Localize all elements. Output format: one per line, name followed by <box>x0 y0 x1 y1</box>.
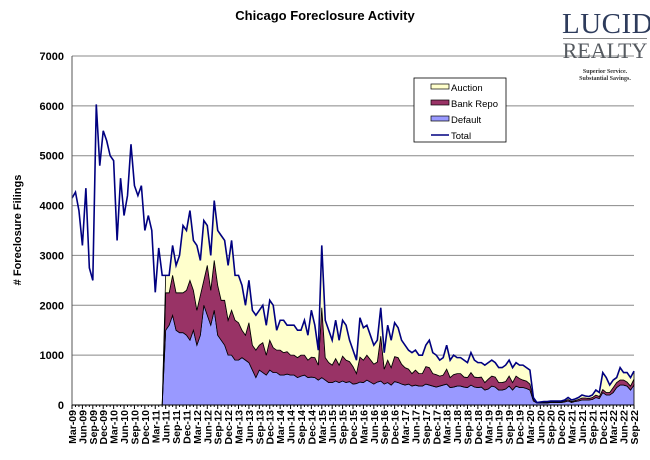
x-tick-label: Mar-17 <box>400 410 412 444</box>
stacked-areas <box>72 200 635 406</box>
logo-line2: REALTY <box>562 38 648 63</box>
x-tick-label: Jun-22 <box>619 410 631 444</box>
x-tick-label: Sep-16 <box>379 410 391 445</box>
y-tick-label: 4000 <box>40 201 64 213</box>
x-tick-label: Dec-13 <box>265 410 277 445</box>
x-tick-label: Sep-21 <box>587 410 599 445</box>
x-tick-label: Mar-11 <box>150 410 162 443</box>
y-axis-label: # Foreclosure Filings <box>12 175 24 286</box>
x-tick-label: Dec-17 <box>431 410 443 445</box>
x-tick-label: Sep-18 <box>462 410 474 445</box>
x-tick-label: Mar-14 <box>275 410 287 444</box>
x-tick-label: Jun-15 <box>327 410 339 444</box>
y-tick-label: 7000 <box>40 51 64 63</box>
legend-swatch-bank-repo <box>430 99 450 106</box>
x-tick-label: Jun-11 <box>161 410 173 443</box>
x-tick-label: Jun-21 <box>577 410 589 444</box>
x-tick-label: Dec-10 <box>140 410 152 445</box>
x-tick-label: Jun-10 <box>119 410 131 444</box>
x-tick-label: Sep-14 <box>296 410 308 445</box>
x-tick-label: Dec-20 <box>556 410 568 445</box>
x-tick-label: Mar-18 <box>442 410 454 444</box>
x-tick-label: Dec-19 <box>515 410 527 445</box>
x-tick-label: Dec-12 <box>223 410 235 445</box>
x-tick-label: Jun-16 <box>369 410 381 444</box>
y-tick-label: 3000 <box>40 250 64 262</box>
total-line <box>71 104 635 404</box>
y-tick-label: 1000 <box>40 350 64 362</box>
x-tick-label: Jun-12 <box>202 410 214 444</box>
chart-title: Chicago Foreclosure Activity <box>235 8 415 23</box>
legend-label: Auction <box>451 83 483 94</box>
legend-label: Bank Repo <box>451 99 498 110</box>
axes: 0 1000 2000 3000 4000 5000 6000 7000 Mar-09Jun-0… <box>40 51 641 444</box>
x-tick-label: Mar-16 <box>358 410 370 444</box>
legend: Auction Bank Repo Default Total <box>413 77 507 143</box>
y-tick-label: 0 <box>58 400 64 412</box>
series-total-line <box>71 104 635 404</box>
x-tick-label: Jun-17 <box>410 410 422 444</box>
legend-swatch-auction <box>430 83 450 90</box>
x-tick-label: Jun-19 <box>494 410 506 444</box>
y-tick-label: 6000 <box>40 101 64 113</box>
x-tick-label: Jun-09 <box>77 410 89 444</box>
x-tick-label: Dec-11 <box>181 410 193 444</box>
x-tick-label: Mar-09 <box>67 410 79 444</box>
x-tick-label: Sep-17 <box>421 410 433 445</box>
x-tick-label: Dec-16 <box>390 410 402 445</box>
x-tick-label: Mar-10 <box>109 410 121 444</box>
legend-label: Total <box>451 131 471 142</box>
x-tick-label: Dec-21 <box>598 410 610 445</box>
y-tick-label: 2000 <box>40 300 64 312</box>
x-tick-label: Mar-21 <box>567 410 579 444</box>
x-tick-label: Sep-11 <box>171 410 183 444</box>
x-tick-label: Dec-15 <box>348 410 360 445</box>
x-tick-label: Dec-14 <box>306 410 318 445</box>
logo-tagline1: Superior Service. <box>582 69 628 75</box>
x-tick-label: Dec-18 <box>473 410 485 445</box>
x-tick-label: Jun-13 <box>244 410 256 444</box>
legend-box <box>413 77 507 143</box>
x-tick-label: Sep-13 <box>254 410 266 445</box>
y-tick-label: 5000 <box>40 151 64 163</box>
x-tick-label: Sep-09 <box>88 410 100 445</box>
logo-tagline2: Substantial Savings. <box>579 76 631 82</box>
x-tick-label: Mar-13 <box>234 410 246 444</box>
x-tick-label: Sep-20 <box>546 410 558 445</box>
x-tick-label: Jun-14 <box>286 410 298 444</box>
x-tick-label: Mar-19 <box>483 410 495 444</box>
x-tick-label: Mar-15 <box>317 410 329 444</box>
x-tick-label: Sep-19 <box>504 410 516 445</box>
legend-swatch-default <box>430 115 450 122</box>
x-tick-label: Mar-20 <box>525 410 537 444</box>
x-tick-label: Sep-22 <box>629 410 641 445</box>
logo-line1: LUCID <box>562 8 650 40</box>
x-tick-label: Sep-10 <box>129 410 141 445</box>
x-tick-label: Sep-15 <box>338 410 350 445</box>
gridlines <box>72 55 634 356</box>
x-tick-label: Mar-12 <box>192 410 204 444</box>
x-tick-label: Jun-20 <box>535 410 547 444</box>
x-tick-label: Dec-09 <box>98 410 110 445</box>
legend-label: Default <box>451 115 481 126</box>
x-tick-label: Jun-18 <box>452 410 464 444</box>
lucid-realty-logo: LUCID REALTY Superior Service. Substanti… <box>562 8 650 83</box>
x-tick-label: Sep-12 <box>213 410 225 445</box>
x-tick-label: Mar-22 <box>608 410 620 444</box>
